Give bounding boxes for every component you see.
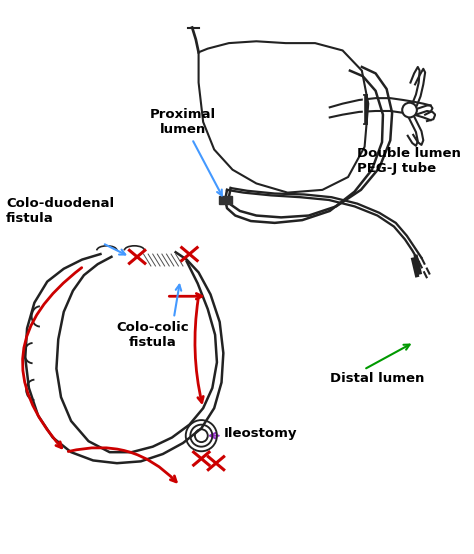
Text: Colo-duodenal
fistula: Colo-duodenal fistula: [6, 197, 114, 225]
Text: Colo-colic
fistula: Colo-colic fistula: [117, 321, 189, 349]
Circle shape: [402, 102, 417, 117]
Polygon shape: [199, 42, 368, 193]
Text: Proximal
lumen: Proximal lumen: [150, 108, 222, 196]
Bar: [219, 196, 232, 204]
Text: Ileostomy: Ileostomy: [223, 427, 297, 440]
Text: Double lumen
PEG-J tube: Double lumen PEG-J tube: [357, 146, 461, 175]
Text: Distal lumen: Distal lumen: [330, 372, 424, 386]
